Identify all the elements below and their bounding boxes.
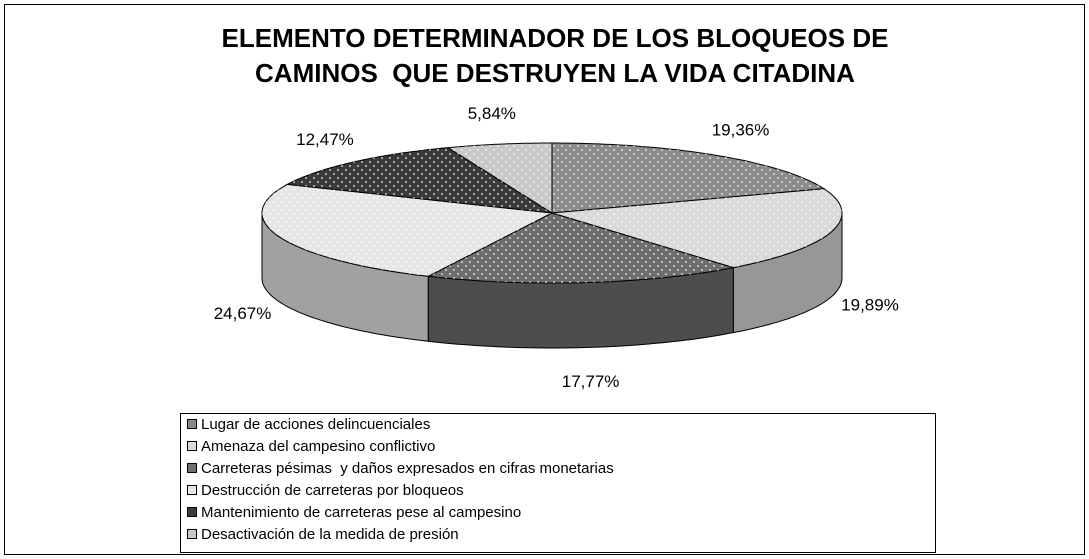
legend-label: Lugar de acciones delincuenciales — [201, 416, 430, 433]
legend-label: Desactivación de la medida de presión — [201, 526, 459, 543]
slice-texture — [262, 184, 552, 277]
slice-side-shade — [262, 213, 429, 342]
chart-title: CAMINOS QUE DESTRUYEN LA VIDA CITADINA — [255, 58, 855, 88]
data-label: 24,67% — [214, 304, 272, 323]
legend-label: Amenaza del campesino conflictivo — [201, 438, 435, 455]
slice-texture — [448, 143, 552, 213]
legend-swatch — [187, 485, 197, 495]
slice-texture — [287, 147, 552, 213]
data-label: 5,84% — [468, 104, 516, 123]
legend-swatch — [187, 419, 197, 429]
legend-swatch — [187, 507, 197, 517]
chart-title: ELEMENTO DETERMINADOR DE LOS BLOQUEOS DE — [222, 23, 889, 53]
data-label: 19,89% — [841, 296, 899, 315]
legend-swatch — [187, 441, 197, 451]
legend-label: Mantenimiento de carreteras pese al camp… — [201, 504, 521, 521]
legend-swatch — [187, 529, 197, 539]
slice-texture — [552, 143, 824, 213]
slice-texture — [552, 188, 842, 268]
legend-label: Carreteras pésimas y daños expresados en… — [201, 460, 614, 477]
data-label: 19,36% — [712, 120, 770, 139]
data-label: 12,47% — [296, 130, 354, 149]
slice-texture — [428, 213, 734, 283]
slice-side-shade — [428, 267, 734, 348]
legend-label: Destrucción de carreteras por bloqueos — [201, 482, 464, 499]
legend-box — [180, 413, 936, 553]
legend-swatch — [187, 463, 197, 473]
data-label: 17,77% — [562, 372, 620, 391]
